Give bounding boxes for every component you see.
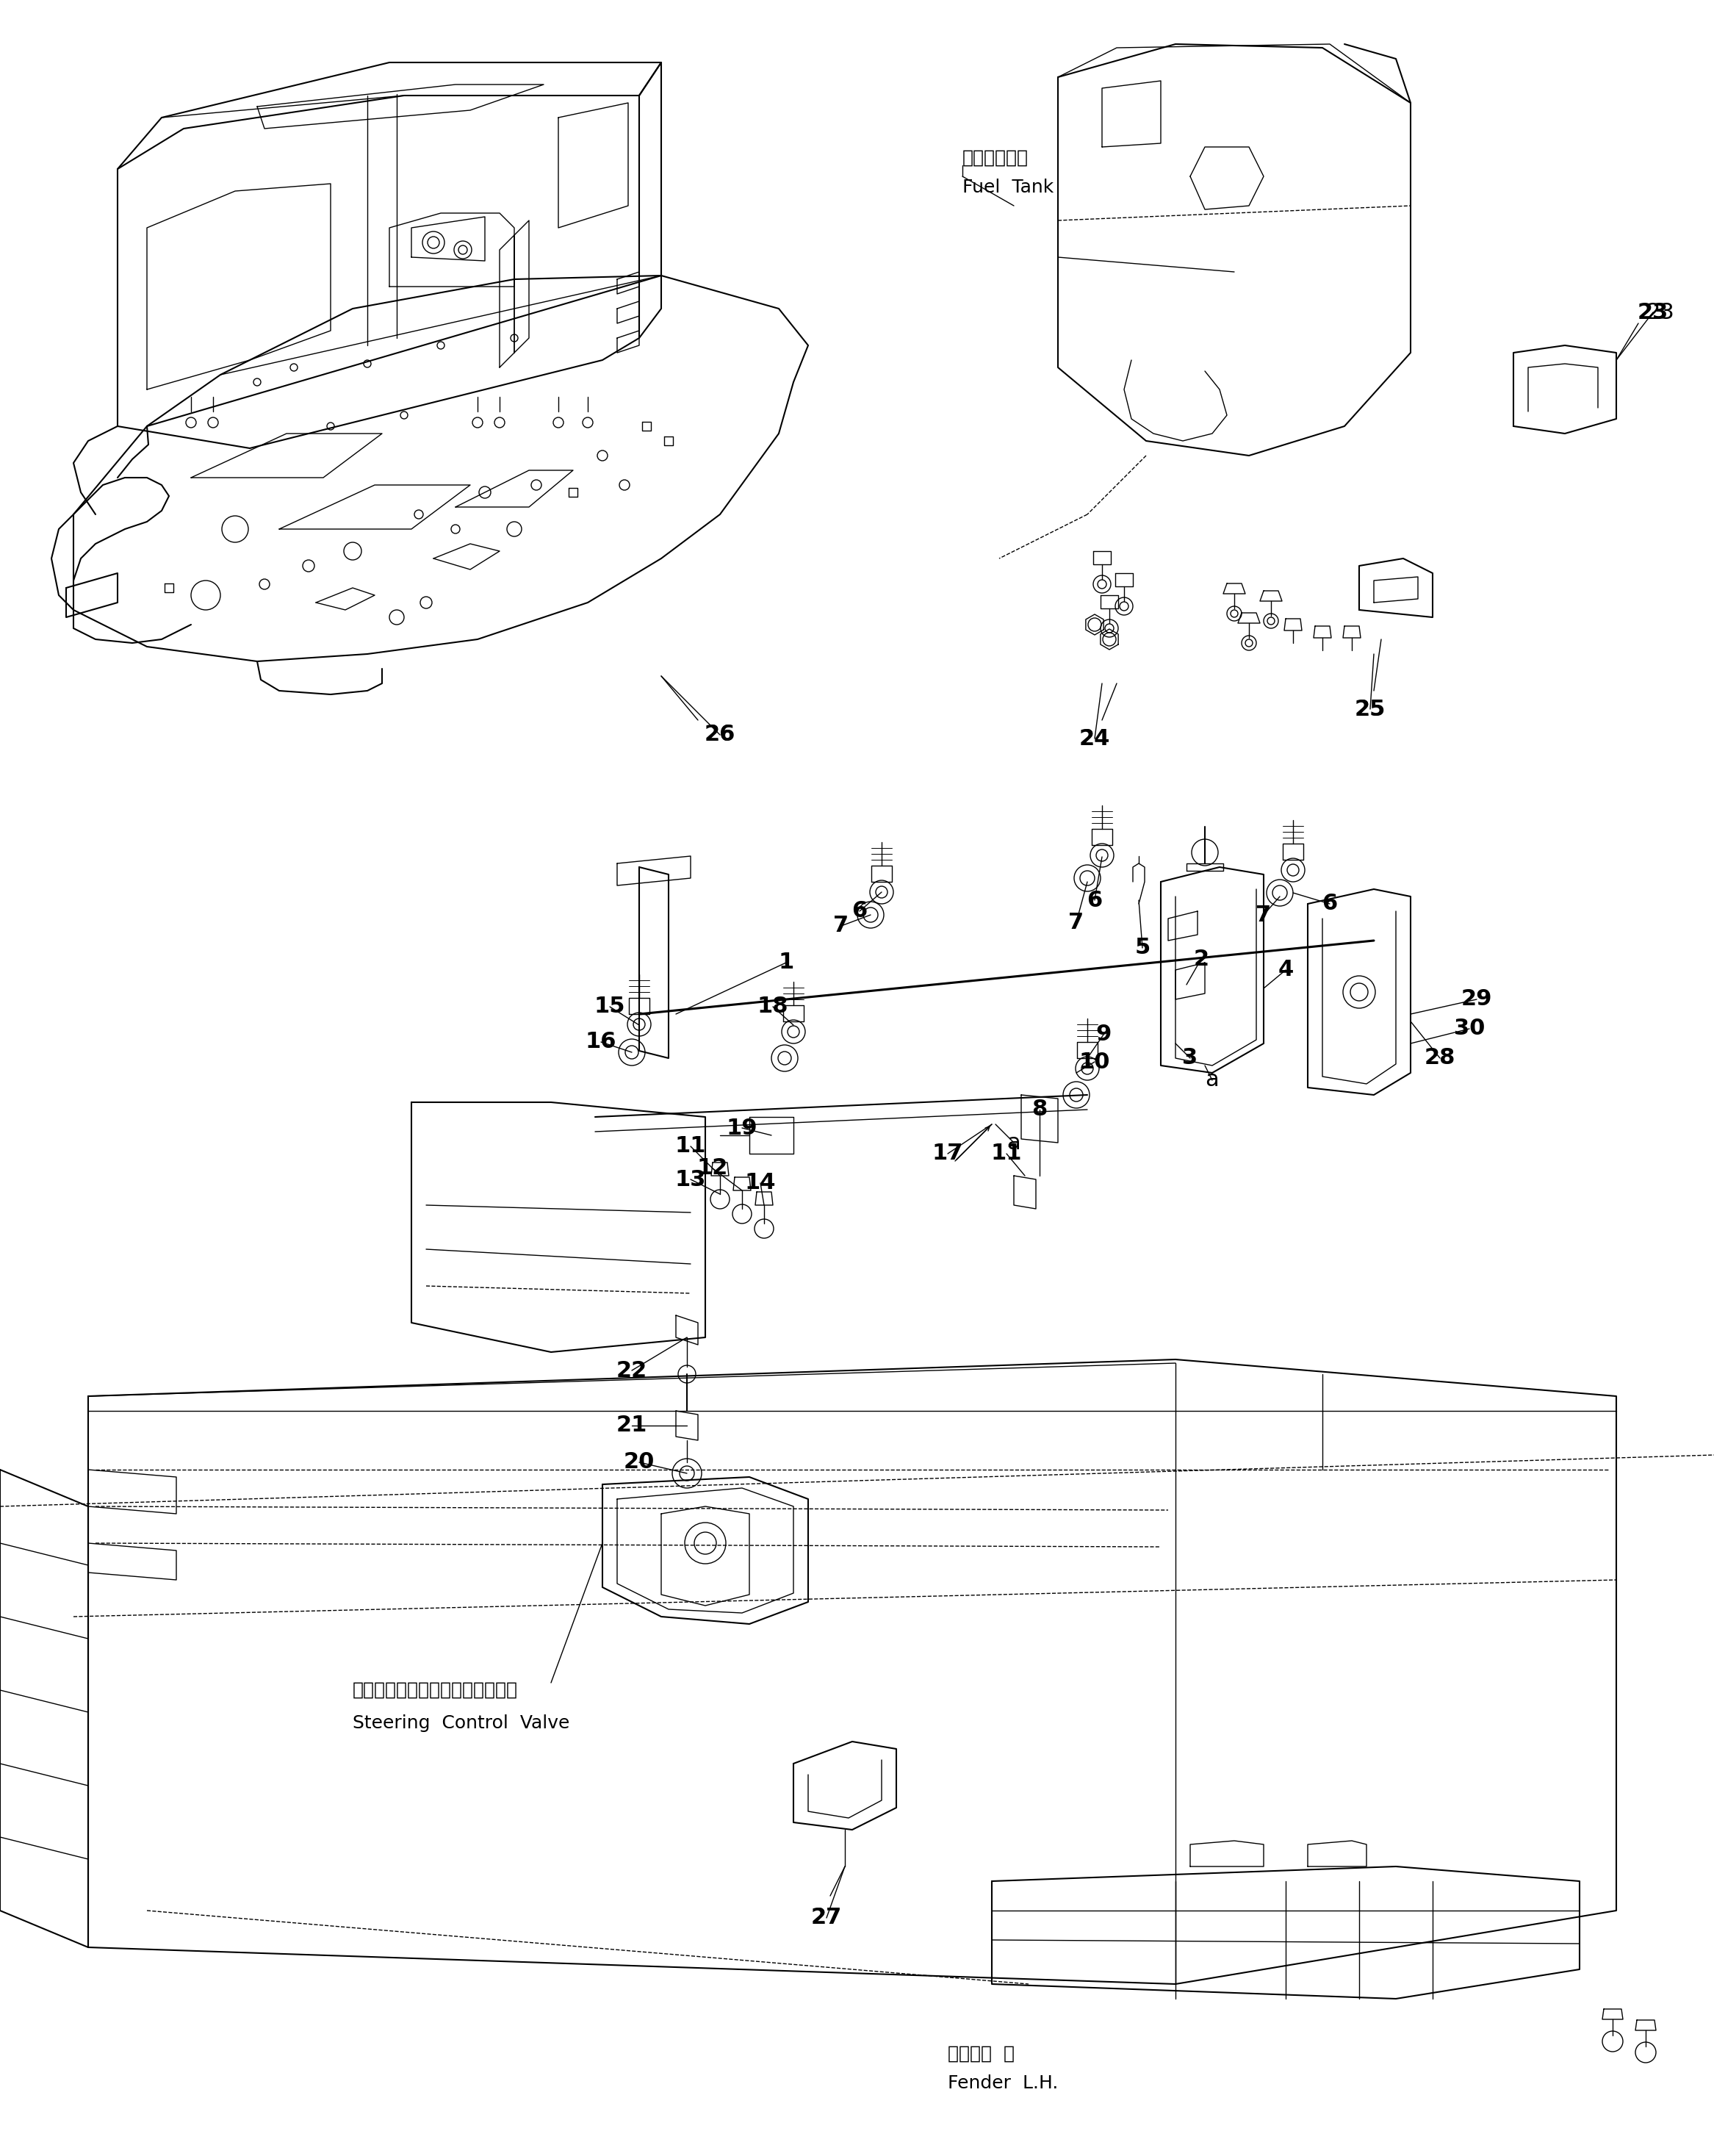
Text: 21: 21: [617, 1414, 648, 1436]
Text: 15: 15: [595, 996, 626, 1018]
Text: 6: 6: [1087, 890, 1102, 910]
Text: ステアリングコントロールバルブ: ステアリングコントロールバルブ: [353, 1682, 518, 1699]
Text: 7: 7: [1068, 912, 1083, 934]
Text: 19: 19: [727, 1117, 758, 1138]
Text: Steering  Control  Valve: Steering Control Valve: [353, 1714, 569, 1731]
Text: 11: 11: [991, 1143, 1022, 1164]
Text: 25: 25: [1356, 699, 1385, 720]
Text: 16: 16: [586, 1031, 617, 1052]
Text: 28: 28: [1424, 1048, 1455, 1069]
Text: 20: 20: [624, 1451, 655, 1473]
Text: a: a: [1006, 1132, 1022, 1153]
Text: 26: 26: [704, 724, 735, 746]
Text: Fender  L.H.: Fender L.H.: [948, 2074, 1058, 2091]
Text: 24: 24: [1080, 729, 1109, 748]
Text: 25: 25: [1354, 699, 1385, 720]
Text: 10: 10: [1080, 1052, 1111, 1072]
Text: 27: 27: [811, 1908, 842, 1930]
Text: 23: 23: [1645, 302, 1675, 323]
Text: 7: 7: [1256, 903, 1272, 925]
Text: 22: 22: [617, 1360, 648, 1382]
Text: 5: 5: [1135, 938, 1150, 959]
Text: 14: 14: [746, 1173, 776, 1194]
Text: 2: 2: [1193, 949, 1208, 970]
Text: 9: 9: [1095, 1024, 1111, 1046]
Text: 24: 24: [1080, 729, 1111, 748]
Text: 29: 29: [1460, 990, 1493, 1009]
Text: 13: 13: [675, 1169, 706, 1190]
Text: 27: 27: [812, 1908, 842, 1930]
Text: Fuel  Tank: Fuel Tank: [963, 179, 1054, 196]
Text: 30: 30: [1453, 1018, 1484, 1039]
Text: 11: 11: [675, 1136, 706, 1158]
Text: フェルタンク: フェルタンク: [963, 149, 1028, 166]
Text: 8: 8: [1032, 1100, 1047, 1121]
Text: 26: 26: [706, 724, 734, 746]
Text: 1: 1: [778, 953, 794, 972]
Text: 12: 12: [698, 1158, 728, 1179]
Text: 4: 4: [1279, 959, 1294, 981]
Text: 18: 18: [758, 996, 788, 1018]
Text: a: a: [1205, 1069, 1219, 1091]
Text: 17: 17: [932, 1143, 963, 1164]
Text: 6: 6: [1321, 893, 1337, 914]
Text: 3: 3: [1183, 1048, 1198, 1069]
Text: 6: 6: [852, 901, 867, 923]
Text: 23: 23: [1637, 302, 1668, 323]
Text: フェンダ  左: フェンダ 左: [948, 2046, 1015, 2063]
Text: 7: 7: [833, 916, 848, 936]
